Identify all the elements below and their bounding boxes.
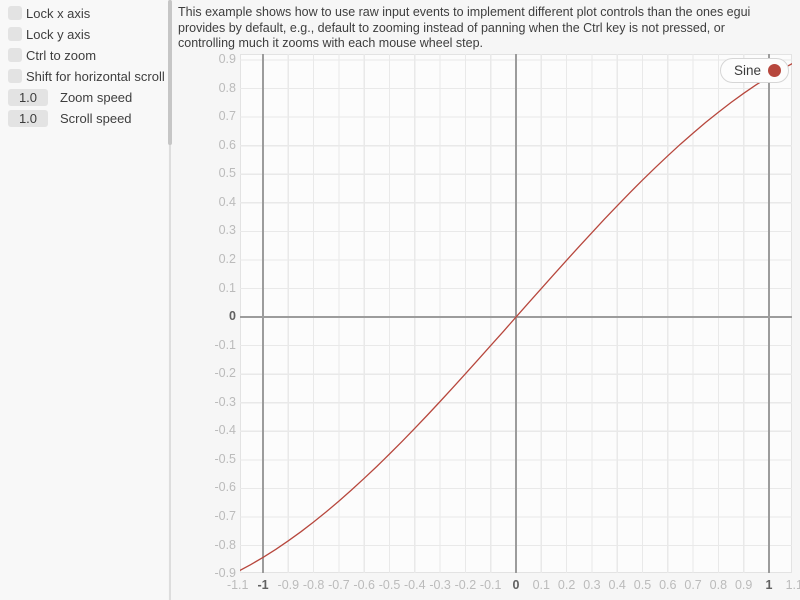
x-axis-tick-label: 0.1: [532, 578, 550, 592]
x-axis-tick-label: 0.5: [633, 578, 652, 592]
x-axis-tick-label: -0.2: [454, 578, 477, 592]
scroll-speed-row: 1.0 Scroll speed: [8, 109, 168, 127]
x-axis-tick-label: -0.4: [404, 578, 426, 592]
x-axis-tick-label: -1: [257, 578, 269, 592]
x-axis-tick-label: -0.9: [277, 578, 300, 592]
x-axis-tick-label: 0.7: [684, 578, 702, 592]
x-axis-tick-label: -0.5: [378, 578, 401, 592]
x-axis-tick-label: -0.7: [328, 578, 350, 592]
checkbox-icon: [8, 69, 22, 83]
scrollbar-thumb[interactable]: [168, 0, 172, 145]
checkbox-label: Shift for horizontal scroll: [26, 68, 165, 84]
x-axis-tick-label: -1.1: [226, 578, 249, 592]
side-panel: Lock x axis Lock y axis Ctrl to zoom Shi…: [0, 0, 168, 600]
checkbox-icon: [8, 48, 22, 62]
checkbox-lock-x-axis[interactable]: Lock x axis: [8, 5, 168, 21]
checkbox-label: Lock x axis: [26, 5, 91, 21]
legend[interactable]: Sine: [719, 58, 789, 83]
x-axis-tick-label: 0.4: [608, 578, 626, 592]
x-axis-tick-label: 1.1: [785, 578, 800, 592]
x-axis-tick-label: 0.2: [557, 578, 576, 592]
checkbox-shift-horizontal-scroll[interactable]: Shift for horizontal scroll: [8, 68, 168, 84]
description-line: provides by default, e.g., default to zo…: [178, 20, 725, 35]
plot-area[interactable]: Sine: [240, 54, 792, 573]
x-axis-tick-label: 0.3: [583, 578, 601, 592]
x-axis-tick-label: -0.3: [429, 578, 451, 592]
description-text: This example shows how to use raw input …: [178, 5, 794, 52]
zoom-speed-row: 1.0 Zoom speed: [8, 88, 168, 106]
legend-color-dot-icon: [768, 64, 781, 77]
description-line: controlling much it zooms with each mous…: [178, 36, 484, 51]
checkbox-ctrl-to-zoom[interactable]: Ctrl to zoom: [8, 47, 168, 63]
scroll-speed-label: Scroll speed: [60, 110, 132, 126]
x-axis-tick-label: 0.8: [709, 578, 728, 592]
panel-resize-handle[interactable]: [168, 0, 172, 600]
checkbox-label: Ctrl to zoom: [26, 47, 97, 63]
x-axis-tick-label: -0.6: [353, 578, 375, 592]
checkbox-icon: [8, 6, 22, 20]
checkbox-lock-y-axis[interactable]: Lock y axis: [8, 26, 168, 42]
x-axis-tick-label: 0.9: [734, 578, 753, 592]
checkbox-label: Lock y axis: [26, 26, 91, 42]
x-axis-tick-label: 0: [512, 578, 520, 592]
sine-curve: [240, 62, 792, 572]
zoom-speed-label: Zoom speed: [60, 89, 133, 105]
x-axis-tick-label: 1: [765, 578, 773, 592]
description-line: This example shows how to use raw input …: [178, 5, 751, 19]
plot-canvas: [240, 54, 792, 573]
legend-series-label: Sine: [733, 63, 761, 78]
scroll-speed-drag-value[interactable]: 1.0: [8, 109, 48, 127]
checkbox-icon: [8, 27, 22, 41]
x-axis-tick-label: -0.8: [302, 578, 325, 592]
zoom-speed-drag-value[interactable]: 1.0: [8, 88, 48, 106]
x-axis-tick-label: -0.1: [479, 578, 502, 592]
x-axis-tick-label: 0.6: [659, 578, 677, 592]
